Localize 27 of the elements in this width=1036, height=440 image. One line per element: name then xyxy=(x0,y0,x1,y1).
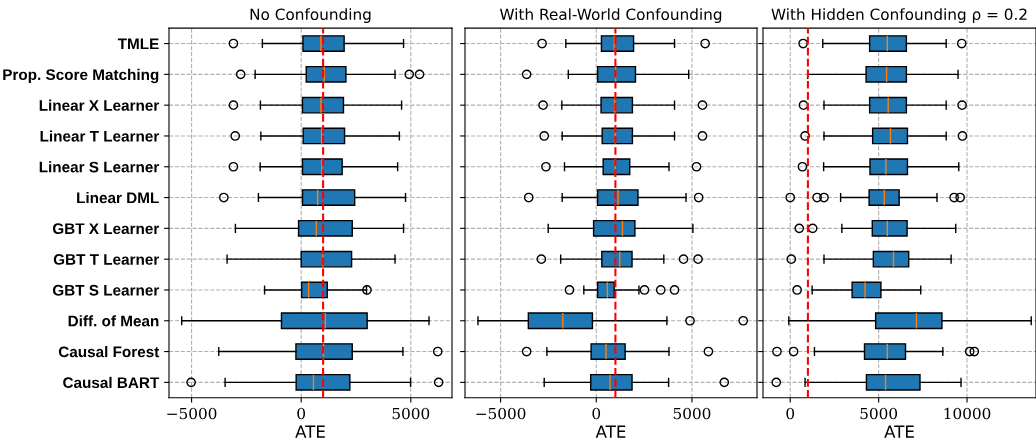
x-tick-label: 5000 xyxy=(392,407,430,420)
y-tick-label: Diff. of Mean xyxy=(68,315,159,327)
x-tick-label: 10000 xyxy=(944,407,991,420)
chart-title: No Confounding xyxy=(250,8,371,23)
y-tick-label: Linear S Learner xyxy=(39,161,160,173)
x-tick-label: 5000 xyxy=(673,407,711,420)
y-tick-label: TMLE xyxy=(117,38,159,50)
y-tick-label: GBT T Learner xyxy=(53,254,160,265)
chart-title: With Real-World Confounding xyxy=(499,8,722,23)
x-axis-title: ATE xyxy=(595,425,626,438)
x-axis-title: ATE xyxy=(884,425,914,438)
x-tick-label: 0 xyxy=(297,407,306,420)
x-tick-label: −5000 xyxy=(476,407,526,420)
y-tick-label: Linear T Learner xyxy=(40,130,160,142)
x-tick-label: 0 xyxy=(592,407,601,420)
y-tick-label: GBT S Learner xyxy=(52,284,160,296)
x-tick-label: 0 xyxy=(786,407,795,420)
x-tick-label: −5000 xyxy=(167,407,217,420)
x-tick-label: 5000 xyxy=(860,407,898,420)
y-tick-label: GBT X Learner xyxy=(52,223,160,235)
y-tick-label: Causal Forest xyxy=(58,346,160,358)
y-tick-label: Linear X Learner xyxy=(39,99,160,111)
x-axis-title: ATE xyxy=(295,425,325,438)
y-tick-label: Prop. Score Matching xyxy=(3,68,159,84)
y-tick-label: Causal BART xyxy=(63,376,160,389)
chart-title: With Hidden Confounding ρ = 0.2 xyxy=(771,8,1027,23)
y-tick-label: Linear DML xyxy=(77,192,159,204)
